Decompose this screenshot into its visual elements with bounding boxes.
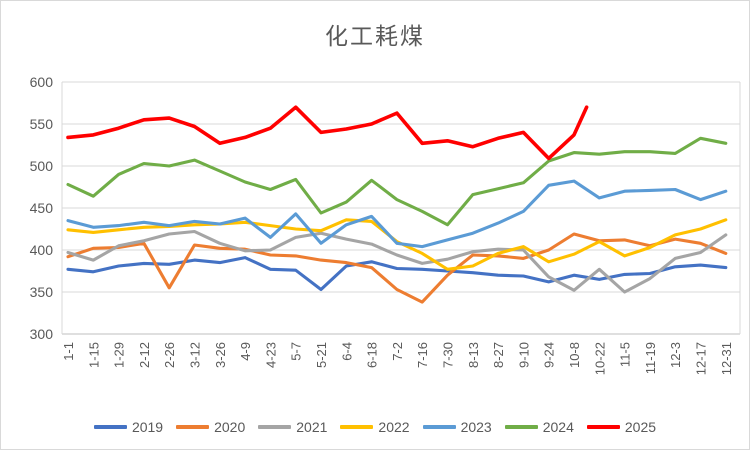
x-axis-label: 9-24 <box>542 342 557 368</box>
series-line-2019 <box>66 256 728 292</box>
legend-item-2022[interactable]: 2022 <box>340 419 410 435</box>
x-axis-label: 4-9 <box>238 342 253 361</box>
series-line-2021 <box>66 229 728 294</box>
legend-label: 2019 <box>131 419 164 435</box>
x-axis-label: 8-13 <box>466 342 481 368</box>
legend: 2019 2020 2021 2022 2023 2024 2025 <box>1 419 749 435</box>
legend-label: 2021 <box>296 419 328 435</box>
legend-item-2025[interactable]: 2025 <box>586 419 657 435</box>
legend-item-2019[interactable]: 2019 <box>93 419 164 435</box>
legend-line-swatch <box>258 425 292 429</box>
legend-item-2021[interactable]: 2021 <box>258 419 327 435</box>
x-axis-label: 9-10 <box>516 342 531 368</box>
x-axis-label: 7-2 <box>390 342 405 361</box>
series-line-2024 <box>66 136 728 227</box>
x-axis-label: 3-12 <box>188 342 203 368</box>
y-axis-label: 350 <box>30 284 54 300</box>
y-axis-label: 500 <box>30 158 54 174</box>
x-axis-label: 1-15 <box>86 342 101 368</box>
x-axis-label: 10-8 <box>567 342 582 368</box>
y-axis-label: 400 <box>30 242 54 258</box>
chart-title: 化工耗煤 <box>325 23 425 49</box>
x-axis-label: 6-4 <box>339 342 354 361</box>
legend-line-swatch <box>176 425 210 429</box>
y-axis-label: 550 <box>30 116 54 132</box>
x-axis-label: 2-12 <box>137 342 152 368</box>
x-axis-label: 6-18 <box>365 342 380 368</box>
legend-item-2023[interactable]: 2023 <box>422 419 492 435</box>
y-axis-label: 300 <box>30 326 54 342</box>
legend-label: 2022 <box>378 419 410 435</box>
legend-line-swatch <box>422 425 456 429</box>
x-axis-label: 11-5 <box>618 342 633 367</box>
x-axis-label: 1-29 <box>112 342 127 368</box>
x-axis-label: 5-21 <box>314 342 329 368</box>
x-axis-label: 5-7 <box>289 342 304 361</box>
series-line-2020 <box>66 232 728 304</box>
legend-label: 2023 <box>460 419 492 435</box>
legend-item-2024[interactable]: 2024 <box>504 419 574 435</box>
legend-line-swatch <box>93 425 127 429</box>
legend-line-swatch <box>586 425 620 429</box>
legend-label: 2025 <box>624 419 657 435</box>
legend-line-swatch <box>504 425 538 429</box>
x-axis-label: 8-27 <box>491 342 506 368</box>
x-axis-label: 3-26 <box>213 342 228 368</box>
x-axis-label: 10-22 <box>592 342 607 375</box>
x-axis-label: 11-19 <box>643 342 658 374</box>
y-axis-label: 450 <box>30 200 54 216</box>
x-axis-label: 7-30 <box>441 342 456 368</box>
series-line-2025 <box>66 105 589 161</box>
legend-line-swatch <box>340 425 374 429</box>
x-axis-label: 4-23 <box>263 342 278 368</box>
legend-label: 2020 <box>214 419 246 435</box>
y-axis-label: 600 <box>30 74 54 90</box>
x-axis-label: 1-1 <box>61 342 76 361</box>
legend-item-2020[interactable]: 2020 <box>176 419 245 435</box>
x-axis-label: 12-17 <box>694 342 709 375</box>
x-axis-label: 12-3 <box>668 342 683 368</box>
series-line-2023 <box>66 179 728 249</box>
legend-label: 2024 <box>542 419 574 435</box>
x-axis-label: 2-26 <box>162 342 177 368</box>
x-axis-label: 12-31 <box>719 342 734 375</box>
x-axis-label: 7-16 <box>415 342 430 368</box>
